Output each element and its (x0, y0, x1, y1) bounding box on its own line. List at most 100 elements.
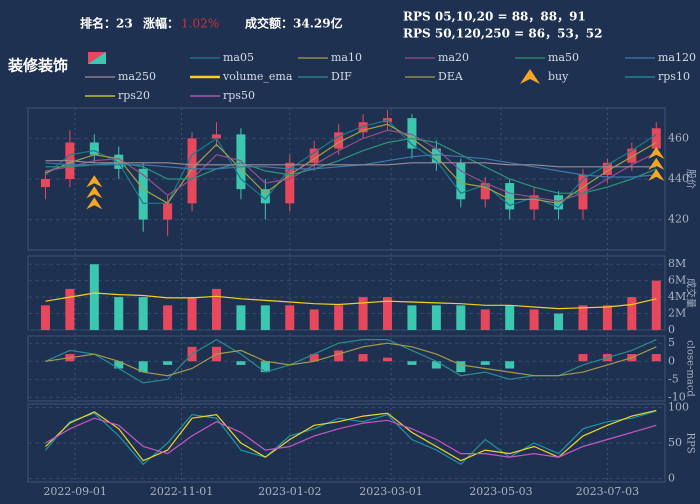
bar (40, 305, 50, 330)
bar (529, 309, 539, 330)
rps-long: RPS 50,120,250 = 86，53，52 (403, 27, 603, 41)
legend-label: rps50 (223, 89, 255, 102)
rank: 排名：23 (80, 16, 133, 31)
candle-body (456, 162, 466, 200)
series-line (45, 410, 657, 466)
legend-label: ma50 (548, 51, 579, 64)
legend-label: ma20 (438, 51, 469, 64)
candle-body (602, 162, 612, 175)
candle-body (187, 138, 197, 204)
y-tick-label: 8M (668, 257, 686, 270)
series-line (45, 292, 657, 310)
series-line (45, 417, 657, 458)
bar (260, 361, 270, 373)
legend-label: buy (548, 70, 569, 83)
bar (651, 280, 661, 330)
x-tick-label: 2022-11-01 (150, 485, 213, 498)
y-tick-label: 2M (668, 307, 686, 320)
legend-label: rps20 (118, 89, 150, 102)
candle-body (431, 148, 441, 163)
bar (163, 305, 173, 330)
buy-marker (648, 146, 665, 159)
bar (578, 305, 588, 330)
candle-body (578, 174, 588, 210)
title: 装修装饰 (7, 57, 68, 75)
bar (505, 305, 515, 330)
turnover: 成交额：34.29亿 (245, 16, 343, 31)
legend-label: DIF (331, 70, 352, 83)
bar (187, 297, 197, 330)
candle-body (309, 148, 319, 163)
x-tick-label: 2023-03-01 (359, 485, 422, 498)
legend-label: DEA (438, 70, 464, 83)
change: 1.02% (181, 17, 219, 31)
bar (163, 361, 173, 365)
bar (578, 354, 588, 362)
series-line (45, 154, 657, 178)
y-tick-label: 0 (668, 354, 675, 367)
panel-frame (27, 255, 666, 331)
y-axis-label: close-macd (685, 340, 696, 397)
bar (358, 297, 368, 330)
bar (431, 361, 441, 369)
buy-marker (86, 186, 103, 199)
series-line (45, 129, 657, 202)
bar (383, 357, 393, 362)
bar (334, 305, 344, 330)
y-tick-label: -10 (668, 390, 686, 403)
y-tick-label: -5 (668, 372, 679, 385)
bar (456, 305, 466, 330)
buy-marker (648, 168, 665, 181)
bar (114, 361, 124, 369)
buy-marker (648, 157, 665, 170)
bar (358, 354, 368, 362)
candle-body (211, 134, 221, 139)
panel-frame (27, 335, 666, 402)
series-line (45, 123, 657, 205)
series-line (45, 409, 657, 462)
bar (138, 361, 148, 373)
legend-label: ma05 (223, 51, 254, 64)
bar (480, 309, 490, 330)
bar (407, 305, 417, 330)
legend-label: ma120 (658, 51, 696, 64)
series-line (45, 160, 657, 168)
bar (407, 361, 417, 365)
candle-body (529, 195, 539, 210)
buy-marker (86, 197, 103, 210)
candle-body (236, 134, 246, 190)
y-axis-label: 成交量 (685, 278, 698, 308)
y-tick-label: 0 (668, 323, 675, 336)
candle-body (480, 183, 490, 200)
bar (309, 354, 319, 362)
bar (138, 297, 148, 330)
candle-body (40, 179, 50, 188)
x-tick-label: 2023-07-03 (576, 485, 639, 498)
series-line (45, 342, 657, 377)
candle-body (627, 148, 637, 163)
bar (431, 305, 441, 330)
bar (65, 288, 75, 330)
bar (505, 361, 515, 369)
bar (383, 297, 393, 330)
bar (627, 297, 637, 330)
y-tick-label: 4M (668, 290, 686, 303)
x-tick-label: 2023-05-03 (469, 485, 532, 498)
legend-label: rps10 (658, 70, 690, 83)
bar (211, 288, 221, 330)
rps-short: RPS 05,10,20 = 88，88，91 (403, 10, 586, 24)
y-axis-label: 股价 (685, 169, 697, 189)
bar (480, 361, 490, 365)
y-axis-label: RPS (685, 432, 696, 453)
bar (89, 264, 99, 330)
candle-body (138, 168, 148, 220)
candle-body (163, 203, 173, 220)
candle-body (407, 118, 417, 149)
candle-body (651, 128, 661, 149)
legend-candle-icon-part (88, 52, 106, 64)
bar (334, 350, 344, 362)
y-tick-label: 440 (668, 172, 689, 185)
candle-body (505, 183, 515, 210)
bar (309, 309, 319, 330)
